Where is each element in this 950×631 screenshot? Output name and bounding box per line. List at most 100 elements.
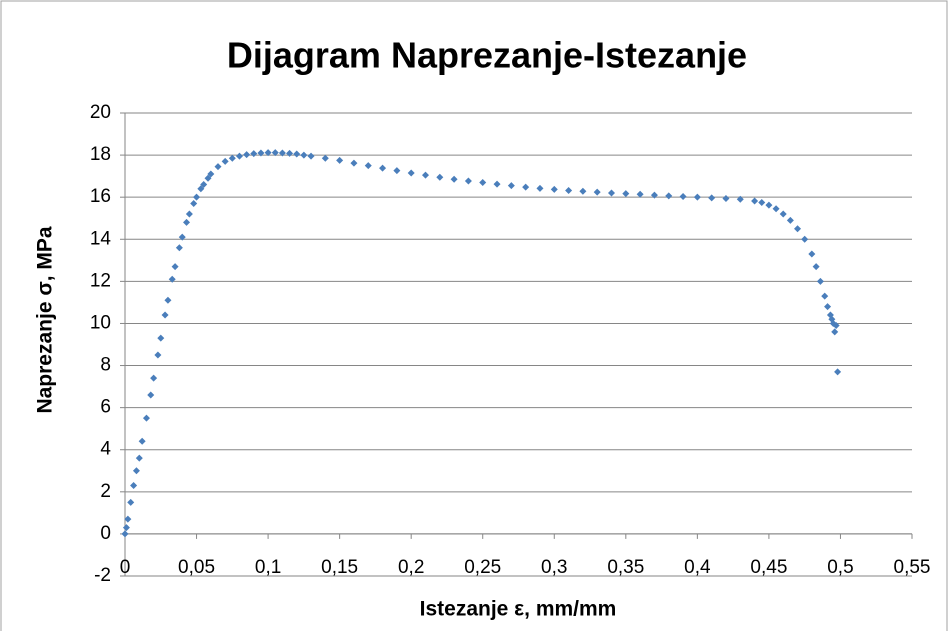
x-tick-label: 0,5 [827, 557, 853, 578]
data-point [722, 194, 730, 202]
data-point [278, 149, 286, 157]
data-point [135, 454, 143, 462]
data-point [138, 437, 146, 445]
data-point [751, 197, 759, 205]
data-point [171, 263, 179, 271]
data-point [812, 263, 820, 271]
data-point [142, 414, 150, 422]
data-point [164, 296, 172, 304]
data-point [197, 185, 205, 193]
data-point [808, 250, 816, 258]
data-point [190, 199, 198, 207]
data-point [522, 183, 530, 191]
data-point [122, 524, 130, 532]
data-point [450, 175, 458, 183]
data-point [336, 156, 344, 164]
y-tick-label: 2 [100, 481, 111, 502]
data-point [479, 178, 487, 186]
y-tick-label: 10 [90, 312, 111, 333]
data-point [816, 277, 824, 285]
x-tick-label: 0,25 [464, 557, 501, 578]
data-point [130, 482, 138, 490]
data-point [293, 150, 301, 158]
data-point [464, 177, 472, 185]
data-point [228, 154, 236, 162]
data-point [185, 210, 193, 218]
data-point [665, 192, 673, 200]
data-point [421, 171, 429, 179]
data-point [831, 328, 839, 336]
data-point [264, 149, 272, 157]
data-point [175, 244, 183, 252]
data-point [824, 303, 832, 311]
data-point [436, 173, 444, 181]
data-point [127, 498, 135, 506]
data-point [779, 210, 787, 218]
y-tick-label: 16 [90, 186, 111, 207]
data-point [379, 164, 387, 172]
data-point [178, 233, 186, 241]
x-tick-label: 0,3 [541, 557, 567, 578]
data-point [834, 368, 842, 376]
data-point [204, 174, 212, 182]
data-point [565, 186, 573, 194]
x-tick-label: 0,35 [607, 557, 644, 578]
y-tick-label: 8 [100, 355, 111, 376]
data-point [235, 152, 243, 160]
data-point [650, 191, 658, 199]
y-axis-title: Naprezanje σ, MPa [34, 226, 57, 413]
data-point [794, 225, 802, 233]
y-tick-label: 0 [100, 523, 111, 544]
data-point [168, 275, 176, 283]
data-point [393, 167, 401, 175]
data-point [150, 374, 158, 382]
data-point [214, 163, 222, 171]
data-point [736, 195, 744, 203]
y-tick-label: 18 [90, 144, 111, 165]
x-tick-label: 0,55 [894, 557, 931, 578]
data-point [832, 322, 840, 330]
data-point [307, 152, 315, 160]
x-tick-label: 0 [120, 557, 131, 578]
y-tick-label: 4 [100, 439, 111, 460]
data-point [608, 189, 616, 197]
data-point [161, 311, 169, 319]
data-point [321, 154, 329, 162]
data-point [772, 205, 780, 213]
x-axis-title: Istezanje ε, mm/mm [420, 598, 617, 621]
data-point [147, 391, 155, 399]
data-point [493, 180, 501, 188]
data-point [350, 159, 358, 167]
data-point [124, 515, 132, 523]
data-point [250, 150, 258, 158]
y-tick-label: -2 [94, 565, 111, 586]
data-point [536, 184, 544, 192]
data-point [593, 188, 601, 196]
data-point [622, 190, 630, 198]
data-point [821, 292, 829, 300]
y-tick-label: 12 [90, 270, 111, 291]
chart-title: Dijagram Naprezanje-Istezanje [227, 35, 747, 76]
data-point [708, 194, 716, 202]
data-point [693, 193, 701, 201]
data-point [286, 149, 294, 157]
data-point [758, 198, 766, 206]
y-tick-label: 14 [90, 228, 112, 249]
x-tick-label: 0,2 [398, 557, 424, 578]
data-point [257, 149, 265, 157]
data-point [636, 190, 644, 198]
data-point [243, 151, 251, 159]
data-point [200, 181, 208, 189]
data-point [271, 149, 279, 157]
y-tick-label: 6 [100, 397, 111, 418]
data-point [121, 530, 129, 538]
data-point [407, 169, 415, 177]
data-point [221, 157, 229, 165]
data-point [765, 201, 773, 209]
data-point [183, 218, 191, 226]
data-point [579, 187, 587, 195]
data-point [507, 182, 515, 190]
data-point [786, 216, 794, 224]
data-point [154, 351, 162, 359]
